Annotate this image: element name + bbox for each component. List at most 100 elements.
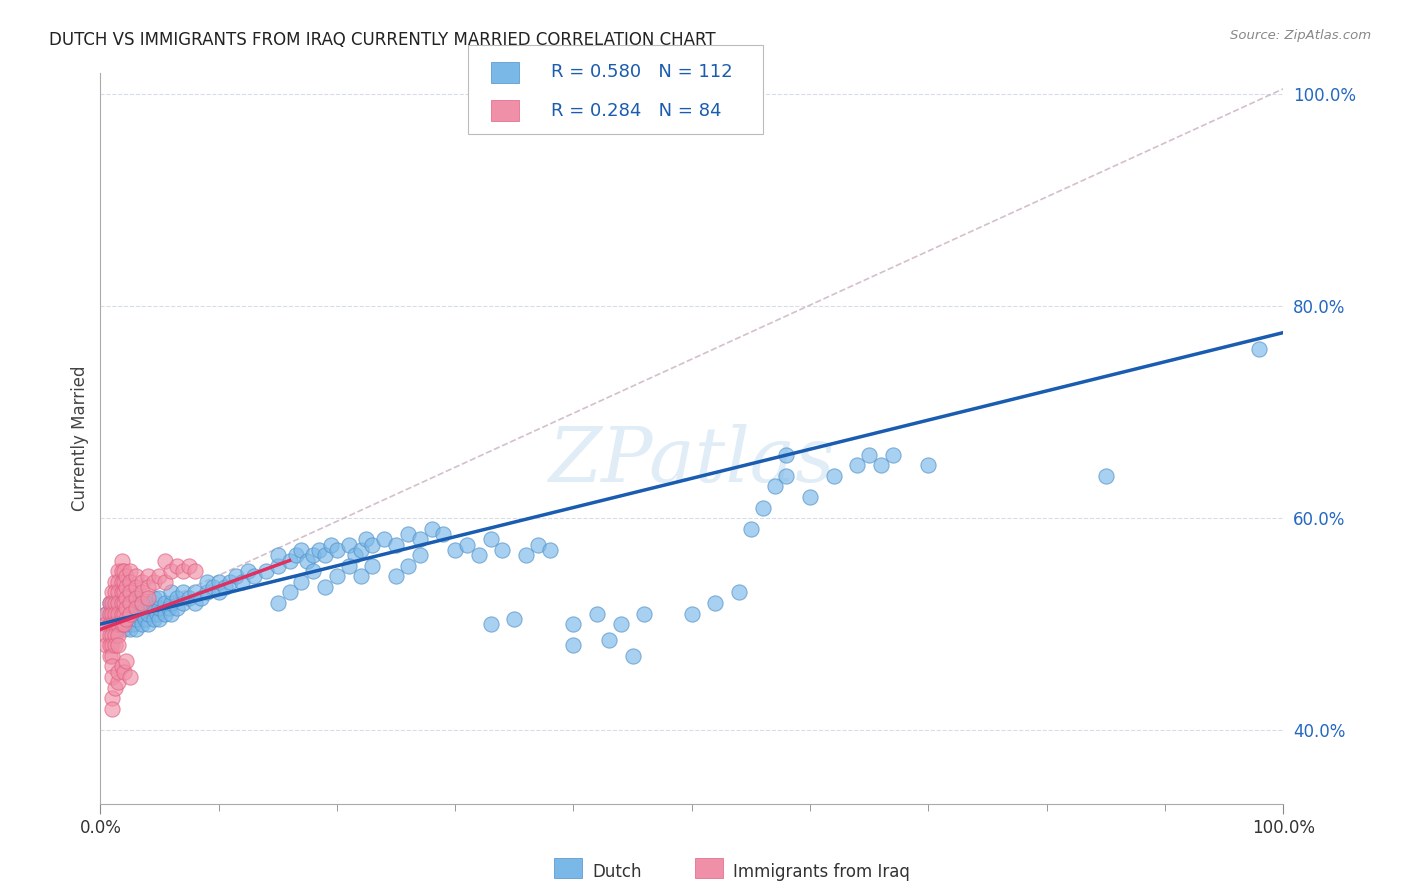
Point	[1094, 468, 1116, 483]
Point	[302, 548, 325, 562]
Point	[396, 558, 419, 573]
Point	[225, 569, 247, 583]
Point	[142, 612, 165, 626]
Point	[107, 607, 129, 621]
Point	[101, 596, 124, 610]
Point	[98, 596, 121, 610]
Point	[118, 585, 141, 599]
Point	[107, 612, 129, 626]
Point	[96, 607, 118, 621]
Point	[112, 596, 135, 610]
Point	[131, 607, 153, 621]
Point	[882, 448, 904, 462]
Point	[142, 574, 165, 589]
Point	[118, 623, 141, 637]
Point	[160, 607, 183, 621]
Point	[319, 538, 342, 552]
Point	[96, 628, 118, 642]
Point	[103, 607, 125, 621]
Point	[177, 558, 200, 573]
Point	[284, 548, 307, 562]
Point	[111, 596, 134, 610]
Point	[917, 458, 939, 472]
Point	[101, 601, 124, 615]
Point	[112, 601, 135, 615]
Point	[267, 596, 290, 610]
Point	[131, 596, 153, 610]
Point	[118, 574, 141, 589]
Point	[98, 596, 121, 610]
Point	[297, 553, 319, 567]
Point	[125, 612, 148, 626]
Point	[136, 569, 159, 583]
Point	[115, 580, 138, 594]
Point	[136, 580, 159, 594]
Point	[343, 548, 366, 562]
Point	[337, 558, 360, 573]
Point	[125, 591, 148, 605]
Point	[267, 558, 290, 573]
Point	[115, 654, 138, 668]
Point	[125, 601, 148, 615]
Point	[219, 574, 242, 589]
Point	[740, 522, 762, 536]
Point	[98, 638, 121, 652]
Point	[134, 612, 156, 626]
Point	[96, 607, 118, 621]
Point	[491, 542, 513, 557]
Point	[115, 601, 138, 615]
Point	[243, 569, 266, 583]
Point	[107, 585, 129, 599]
Point	[308, 542, 330, 557]
Point	[125, 623, 148, 637]
Point	[125, 569, 148, 583]
Point	[479, 617, 502, 632]
Text: R = 0.580   N = 112: R = 0.580 N = 112	[551, 63, 733, 81]
Point	[166, 601, 188, 615]
Point	[160, 596, 183, 610]
Point	[562, 638, 585, 652]
Point	[118, 564, 141, 578]
Point	[101, 659, 124, 673]
Point	[160, 564, 183, 578]
Point	[136, 596, 159, 610]
Point	[337, 538, 360, 552]
Point	[326, 569, 349, 583]
Point	[136, 591, 159, 605]
Point	[349, 542, 371, 557]
Point	[562, 617, 585, 632]
Point	[101, 691, 124, 706]
Point	[157, 601, 180, 615]
Point	[361, 558, 384, 573]
Point	[111, 574, 134, 589]
Point	[118, 612, 141, 626]
Point	[112, 617, 135, 632]
Point	[468, 548, 491, 562]
Text: Dutch: Dutch	[592, 863, 641, 881]
Point	[823, 468, 845, 483]
Point	[115, 612, 138, 626]
Point	[148, 612, 170, 626]
Point	[267, 548, 290, 562]
Point	[107, 574, 129, 589]
Point	[115, 591, 138, 605]
Point	[107, 617, 129, 632]
Point	[101, 607, 124, 621]
Point	[107, 596, 129, 610]
Point	[278, 585, 301, 599]
Point	[148, 591, 170, 605]
Point	[172, 596, 194, 610]
Point	[103, 607, 125, 621]
Point	[101, 617, 124, 632]
Point	[207, 574, 229, 589]
Point	[122, 607, 145, 621]
Point	[184, 585, 207, 599]
Point	[101, 670, 124, 684]
Point	[136, 617, 159, 632]
Point	[432, 527, 454, 541]
Point	[349, 569, 371, 583]
Text: R = 0.284   N = 84: R = 0.284 N = 84	[551, 102, 721, 120]
Point	[107, 638, 129, 652]
Point	[136, 607, 159, 621]
Point	[111, 607, 134, 621]
